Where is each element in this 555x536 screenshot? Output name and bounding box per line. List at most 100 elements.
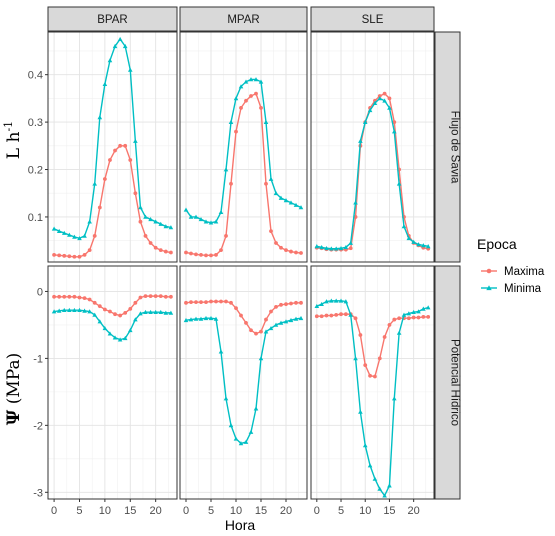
data-point-minima xyxy=(263,119,269,124)
data-point-maxima xyxy=(52,252,56,257)
data-point-maxima xyxy=(214,299,218,304)
data-point-minima xyxy=(87,309,92,314)
series-line-minima xyxy=(316,97,429,250)
data-point-minima xyxy=(268,325,274,331)
panel-border xyxy=(310,265,435,500)
data-point-minima xyxy=(72,234,77,239)
data-point-maxima xyxy=(219,299,223,304)
data-point-maxima xyxy=(382,91,387,96)
data-point-minima xyxy=(278,195,284,200)
data-point-maxima xyxy=(133,300,138,305)
data-point-maxima xyxy=(204,253,208,258)
data-point-minima xyxy=(362,119,368,124)
data-point-minima xyxy=(258,356,264,361)
data-point-minima xyxy=(138,205,143,210)
data-point-minima xyxy=(97,115,103,120)
data-point-maxima xyxy=(133,191,138,196)
x-tick-label: 20 xyxy=(408,505,420,517)
data-point-maxima xyxy=(416,315,421,320)
data-point-minima xyxy=(367,107,373,113)
y-axis-title-top-sup: -1 xyxy=(2,121,15,132)
data-point-minima xyxy=(158,221,164,226)
data-point-maxima xyxy=(249,94,253,98)
data-point-minima xyxy=(72,307,77,313)
data-point-minima xyxy=(319,301,324,307)
x-tick-label: 10 xyxy=(359,505,371,517)
data-point-maxima xyxy=(382,335,387,339)
strip-row-label: Flujo de Savia xyxy=(449,111,461,184)
data-point-maxima xyxy=(324,313,329,318)
strip-col-label: MPAR xyxy=(227,14,259,26)
data-point-maxima xyxy=(299,251,303,255)
legend-key-marker xyxy=(486,268,492,274)
x-tick-label: 15 xyxy=(383,505,395,517)
data-point-maxima xyxy=(397,316,402,321)
strip-col-bg xyxy=(47,6,178,32)
x-tick-label: 10 xyxy=(99,505,111,517)
x-tick-label: 15 xyxy=(255,505,267,517)
data-point-minima xyxy=(416,309,421,314)
data-point-minima xyxy=(148,309,153,315)
data-point-minima xyxy=(183,207,189,212)
data-point-maxima xyxy=(62,253,67,258)
data-point-maxima xyxy=(387,96,392,101)
y-tick-label: -2 xyxy=(33,420,43,432)
data-point-minima xyxy=(329,298,334,303)
data-point-maxima xyxy=(138,295,143,300)
strip-col-label: SLE xyxy=(362,14,384,26)
data-point-minima xyxy=(258,79,264,84)
data-point-maxima xyxy=(239,313,243,318)
data-point-maxima xyxy=(329,313,334,318)
series-line-maxima xyxy=(54,145,172,258)
data-point-maxima xyxy=(194,252,198,257)
data-point-minima xyxy=(67,232,72,237)
data-point-maxima xyxy=(387,323,392,327)
data-point-minima xyxy=(358,409,363,414)
data-point-minima xyxy=(77,307,82,313)
data-point-maxima xyxy=(339,312,343,317)
data-point-maxima xyxy=(219,248,223,253)
y-tick-label: 0.2 xyxy=(28,165,43,177)
data-point-maxima xyxy=(377,356,382,361)
data-point-minima xyxy=(198,217,204,222)
data-point-maxima xyxy=(209,253,213,258)
data-point-maxima xyxy=(158,248,163,253)
y-axis-title-bottom-symbol: Ψ xyxy=(4,409,24,425)
legend-items: Maxima Minima xyxy=(481,266,545,295)
data-point-maxima xyxy=(113,312,117,317)
panel xyxy=(179,265,308,500)
data-point-minima xyxy=(77,235,82,241)
panel-border xyxy=(179,265,308,500)
data-point-minima xyxy=(233,96,239,101)
data-point-minima xyxy=(203,315,209,321)
data-point-minima xyxy=(238,441,244,446)
data-point-maxima xyxy=(128,158,133,162)
data-point-maxima xyxy=(234,129,238,134)
data-point-maxima xyxy=(57,294,62,299)
strip-row-bg xyxy=(434,31,461,263)
data-point-maxima xyxy=(319,314,324,319)
data-point-minima xyxy=(396,181,402,186)
data-point-maxima xyxy=(368,373,372,378)
data-point-maxima xyxy=(269,229,273,234)
x-tick-label: 20 xyxy=(280,505,292,517)
data-point-minima xyxy=(158,309,164,315)
data-point-maxima xyxy=(92,234,97,238)
x-tick-label: 0 xyxy=(314,505,320,517)
data-point-maxima xyxy=(294,250,298,255)
data-point-maxima xyxy=(123,143,128,148)
x-tick-label: 0 xyxy=(51,505,57,517)
data-point-maxima xyxy=(143,234,148,238)
data-point-minima xyxy=(61,230,67,235)
data-point-maxima xyxy=(169,294,173,299)
data-point-maxima xyxy=(153,245,158,250)
data-point-minima xyxy=(329,246,334,251)
series-line-maxima xyxy=(185,300,301,335)
data-point-minima xyxy=(248,429,254,434)
data-point-minima xyxy=(377,96,383,101)
data-point-minima xyxy=(319,244,324,250)
data-point-minima xyxy=(362,443,368,448)
data-point-minima xyxy=(148,217,153,222)
data-point-maxima xyxy=(214,252,218,257)
x-tick-label: 5 xyxy=(208,505,214,517)
